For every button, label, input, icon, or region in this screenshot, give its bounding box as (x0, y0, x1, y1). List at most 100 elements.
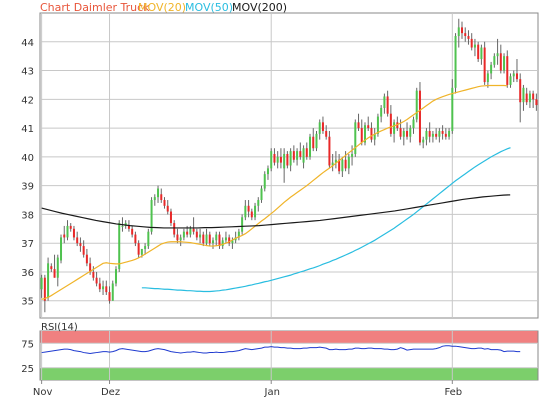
candle-up (451, 87, 454, 131)
candle-down (192, 228, 195, 232)
candle-up (102, 286, 105, 290)
price-y-tick-label: 44 (21, 38, 34, 49)
candle-down (357, 122, 360, 129)
price-y-tick-label: 41 (21, 124, 34, 135)
rsi-band-oversold (40, 367, 538, 380)
candle-up (354, 122, 357, 154)
price-y-tick-label: 37 (21, 239, 34, 250)
x-tick-label: Jan (264, 387, 280, 398)
candle-down (470, 38, 473, 48)
candle-down (72, 228, 75, 238)
candle-up (231, 240, 234, 244)
candle-up (409, 128, 412, 137)
candle-down (328, 136, 331, 166)
candle-up (383, 96, 386, 108)
candle-up (318, 122, 321, 134)
candle-up (347, 156, 350, 169)
candle-up (289, 151, 292, 166)
candle-up (512, 73, 515, 77)
candle-up (182, 231, 185, 238)
candle-down (299, 151, 302, 157)
candle-down (386, 96, 389, 114)
candle-up (341, 159, 344, 172)
candle-up (121, 225, 124, 227)
candle-down (370, 128, 373, 140)
candle-down (338, 159, 341, 172)
candle-up (260, 188, 263, 201)
candle-up (503, 56, 506, 71)
candle-up (241, 217, 244, 232)
candle-down (305, 148, 308, 157)
candle-up (266, 168, 269, 175)
candle-up (205, 234, 208, 244)
candle-up (376, 116, 379, 134)
candle-up (473, 44, 476, 48)
candle-up (147, 231, 150, 247)
candle-down (360, 128, 363, 143)
price-y-tick-label: 35 (21, 297, 34, 308)
candle-down (325, 130, 328, 137)
candle-down (344, 159, 347, 169)
rsi-y-tick-label: 25 (21, 364, 34, 375)
candle-down (444, 133, 447, 137)
candle-down (69, 225, 72, 229)
candle-up (221, 240, 224, 247)
price-y-tick-label: 39 (21, 182, 34, 193)
candle-down (499, 53, 502, 71)
candle-down (95, 277, 98, 284)
candle-down (173, 223, 176, 235)
candle-up (179, 237, 182, 241)
candle-down (250, 211, 253, 218)
candle-up (212, 240, 215, 244)
candle-down (195, 231, 198, 238)
candle-up (40, 277, 43, 290)
candle-up (438, 130, 441, 137)
x-tick-label: Nov (33, 387, 53, 398)
rsi-y-tick-label: 75 (21, 339, 34, 350)
candle-up (380, 107, 383, 117)
candle-down (202, 234, 205, 244)
candle-down (247, 205, 250, 212)
candle-up (528, 93, 531, 103)
candle-down (85, 254, 88, 264)
price-y-tick-label: 36 (21, 268, 34, 279)
candle-up (363, 125, 366, 143)
candle-up (111, 283, 114, 301)
candle-up (296, 151, 299, 160)
candle-down (477, 44, 480, 60)
candle-up (150, 200, 153, 232)
candle-up (114, 269, 117, 284)
ma-line-mov50 (141, 147, 511, 293)
candle-up (276, 156, 279, 163)
candle-up (480, 47, 483, 60)
candle-up (309, 136, 312, 157)
candle-up (448, 130, 451, 137)
candle-up (522, 87, 525, 103)
candle-up (60, 237, 63, 261)
candle-up (493, 56, 496, 65)
candle-down (464, 33, 467, 37)
candle-up (373, 133, 376, 140)
candle-up (257, 200, 260, 206)
legend-mov200: MOV(200) (232, 1, 288, 14)
candle-down (532, 93, 535, 100)
rsi-label: RSI(14) (41, 322, 78, 333)
price-y-tick-label: 42 (21, 95, 34, 106)
candle-up (270, 151, 273, 169)
candle-down (105, 286, 108, 293)
candle-down (286, 153, 289, 166)
candle-down (163, 200, 166, 206)
rsi-line (41, 345, 521, 355)
candle-down (367, 125, 370, 129)
candle-up (254, 205, 257, 218)
candle-down (160, 194, 163, 201)
candle-up (56, 257, 59, 278)
candle-down (176, 234, 179, 241)
candle-up (157, 188, 160, 198)
candle-down (292, 151, 295, 160)
candle-down (406, 130, 409, 137)
candle-up (351, 153, 354, 157)
candle-down (89, 263, 92, 272)
